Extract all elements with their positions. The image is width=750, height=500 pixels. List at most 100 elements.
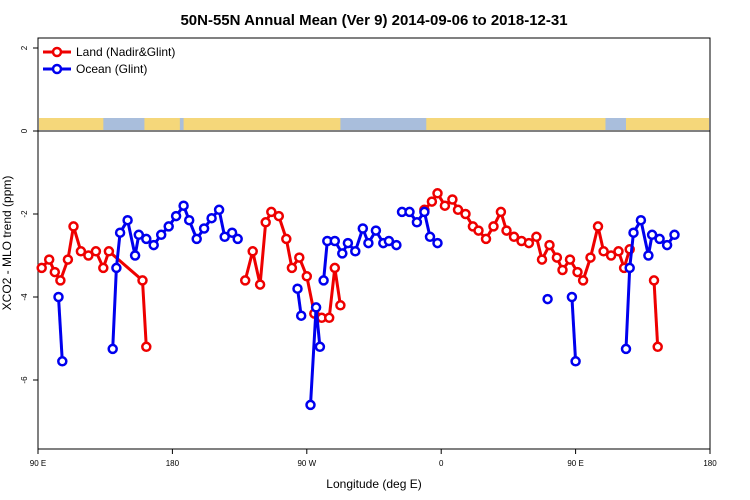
data-point — [598, 246, 609, 257]
data-point — [432, 237, 443, 249]
strip-ocean-1 — [179, 118, 184, 130]
y-tick-label: 2 — [20, 45, 29, 50]
y-axis-label: XCO2 - MLO trend (ppm) — [0, 176, 14, 311]
data-point — [329, 235, 341, 247]
data-point — [652, 341, 663, 353]
data-point — [419, 206, 430, 218]
data-point — [198, 223, 210, 234]
data-point — [133, 229, 145, 241]
data-point — [129, 250, 141, 261]
x-tick-label: 180 — [166, 459, 180, 468]
data-point — [62, 254, 74, 265]
land-ocean-strip — [39, 118, 709, 130]
x-tick-label: 90 W — [297, 459, 316, 468]
plot-area — [37, 37, 711, 450]
data-point — [68, 221, 79, 232]
y-axis: -6 -4 -2 0 2 — [20, 45, 38, 384]
data-point — [473, 225, 484, 236]
data-point — [452, 204, 464, 216]
data-point — [141, 341, 152, 353]
data-point — [661, 239, 673, 251]
data-point — [577, 275, 589, 286]
data-point — [557, 264, 568, 276]
x-tick-label: 90 E — [30, 459, 46, 468]
data-point — [314, 341, 326, 353]
data-point — [480, 233, 492, 245]
data-point — [411, 217, 423, 228]
legend-label-land: Land (Nadir&Glint) — [76, 45, 175, 59]
data-point — [605, 250, 617, 261]
data-point — [318, 275, 329, 286]
data-point — [383, 235, 395, 247]
legend: Land (Nadir&Glint) Ocean (Glint) — [43, 45, 175, 76]
data-point — [329, 262, 341, 274]
data-point — [460, 208, 471, 220]
data-point — [424, 231, 436, 243]
data-point — [337, 248, 348, 259]
data-point — [305, 399, 316, 411]
data-point — [447, 194, 458, 205]
series-0 — [36, 188, 663, 353]
data-point — [335, 300, 346, 311]
data-point — [294, 252, 305, 263]
data-point — [404, 206, 415, 218]
data-point — [286, 262, 298, 274]
data-point — [508, 231, 520, 243]
x-tick-label: 180 — [703, 459, 717, 468]
strip-ocean-2 — [340, 118, 427, 130]
data-point — [155, 229, 167, 241]
data-point — [206, 212, 217, 224]
data-point — [281, 233, 292, 245]
data-point — [592, 221, 604, 232]
data-point — [654, 233, 665, 245]
data-point — [391, 239, 402, 251]
data-point — [141, 233, 152, 245]
data-point — [148, 239, 159, 251]
data-point — [301, 271, 313, 282]
data-point — [170, 210, 182, 222]
data-point — [536, 254, 548, 265]
data-point — [232, 233, 243, 245]
strip-ocean-0 — [103, 118, 145, 130]
data-point — [350, 246, 361, 257]
data-point — [570, 356, 581, 367]
data-point — [566, 291, 578, 303]
data-point — [254, 279, 266, 290]
data-point — [620, 343, 632, 355]
data-point — [635, 214, 647, 226]
data-point — [572, 266, 583, 278]
data-point — [191, 233, 202, 245]
series-line — [652, 280, 660, 347]
legend-marker-ocean — [51, 63, 63, 75]
y-tick-label: -4 — [20, 293, 29, 301]
data-point — [226, 227, 238, 238]
data-point — [163, 221, 174, 232]
data-point — [55, 275, 66, 286]
series-layer — [36, 188, 680, 411]
series-line — [57, 296, 64, 362]
data-point — [357, 223, 369, 234]
data-point — [613, 246, 624, 257]
data-point — [295, 310, 307, 321]
data-point — [523, 237, 535, 249]
data-point — [624, 262, 635, 274]
data-point — [544, 239, 555, 251]
data-point — [75, 246, 87, 257]
data-point — [213, 204, 225, 216]
data-point — [585, 252, 596, 263]
series-1 — [53, 200, 680, 411]
data-point — [83, 250, 94, 261]
data-point — [363, 237, 374, 249]
data-point — [669, 229, 680, 241]
data-point — [183, 214, 195, 226]
strip-ocean-3 — [605, 118, 626, 130]
data-point — [49, 266, 61, 278]
chart-title: 50N-55N Annual Mean (Ver 9) 2014-09-06 t… — [180, 12, 567, 29]
data-point — [551, 252, 563, 263]
x-axis: 90 E 180 90 W 0 90 E 180 — [30, 449, 717, 468]
data-point — [122, 214, 133, 226]
data-point — [531, 231, 542, 243]
data-point — [370, 225, 382, 236]
data-point — [488, 221, 499, 232]
